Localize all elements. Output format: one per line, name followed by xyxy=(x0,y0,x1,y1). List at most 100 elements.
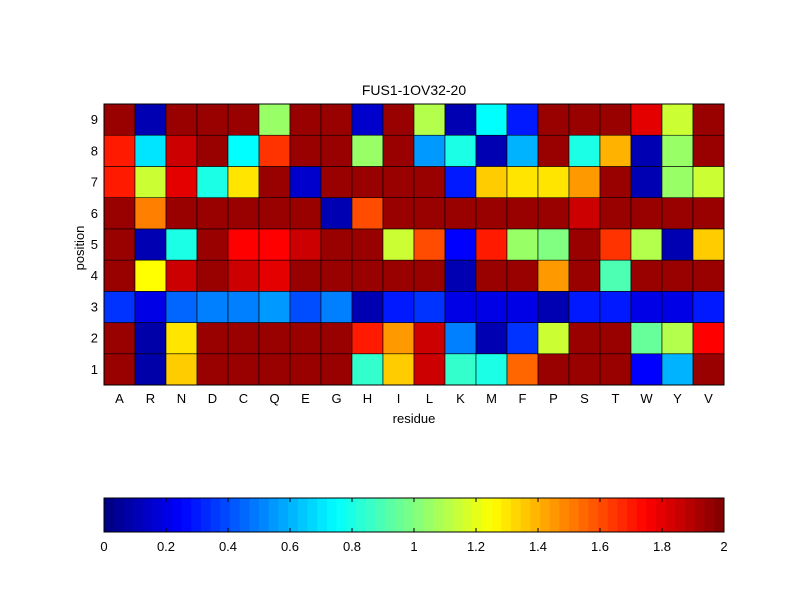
heatmap-cell xyxy=(630,322,663,355)
colorbar-segment xyxy=(569,498,580,532)
colorbar-segment xyxy=(307,498,318,532)
heatmap-cell xyxy=(103,197,136,230)
heatmap-cell xyxy=(661,103,694,136)
heatmap-cell xyxy=(444,134,477,167)
heatmap-cell xyxy=(165,103,198,136)
heatmap-cell xyxy=(661,353,694,386)
colorbar-segment xyxy=(578,498,589,532)
colorbar-segment xyxy=(481,498,492,532)
heatmap-cell xyxy=(227,353,260,386)
x-tick-label: F xyxy=(519,391,527,406)
colorbar-segment xyxy=(375,498,386,532)
colorbar-segment xyxy=(297,498,308,532)
heatmap-cell xyxy=(568,103,601,136)
heatmap-cell xyxy=(413,103,446,136)
heatmap-cell xyxy=(692,259,725,292)
heatmap-cell xyxy=(165,259,198,292)
heatmap-cell xyxy=(351,259,384,292)
heatmap-cell xyxy=(196,166,229,198)
heatmap-cell xyxy=(413,166,446,198)
heatmap-cell xyxy=(506,322,539,355)
heatmap-cell xyxy=(568,291,601,323)
heatmap-cell xyxy=(227,134,260,167)
heatmap-cell xyxy=(258,134,291,167)
heatmap-cell xyxy=(506,228,539,261)
heatmap-cell xyxy=(444,103,477,136)
colorbar-segment xyxy=(181,498,192,532)
colorbar-segment xyxy=(365,498,376,532)
heatmap-cell xyxy=(196,322,229,355)
heatmap-cell xyxy=(475,353,508,386)
heatmap-cell xyxy=(444,228,477,261)
heatmap-cell xyxy=(258,197,291,230)
colorbar-segment xyxy=(530,498,541,532)
colorbar-segment xyxy=(607,498,618,532)
y-axis-label: position xyxy=(72,226,87,271)
heatmap-cell xyxy=(320,134,353,167)
heatmap-cell xyxy=(351,166,384,198)
y-tick-label: 7 xyxy=(91,175,98,190)
heatmap-cell xyxy=(599,134,632,167)
heatmap-cell xyxy=(661,228,694,261)
heatmap-cell xyxy=(568,228,601,261)
heatmap-cell xyxy=(444,259,477,292)
heatmap-cell xyxy=(661,197,694,230)
heatmap-cell xyxy=(289,103,322,136)
heatmap-cell xyxy=(630,103,663,136)
heatmap-cell xyxy=(506,291,539,323)
colorbar-tick-label: 1 xyxy=(410,539,417,554)
heatmap-cell xyxy=(506,103,539,136)
heatmap-cell xyxy=(661,259,694,292)
heatmap-cell xyxy=(599,228,632,261)
heatmap-cell xyxy=(289,291,322,323)
colorbar-segment xyxy=(598,498,609,532)
heatmap-cell xyxy=(382,134,415,167)
colorbar-tick-label: 0.6 xyxy=(281,539,299,554)
heatmap-cell xyxy=(258,322,291,355)
heatmap-cell xyxy=(165,291,198,323)
heatmap-cell xyxy=(134,103,167,136)
x-tick-label: H xyxy=(363,391,372,406)
heatmap-cell xyxy=(692,353,725,386)
heatmap-cell xyxy=(382,166,415,198)
y-tick-label: 8 xyxy=(91,143,98,158)
heatmap-cell xyxy=(134,353,167,386)
heatmap-cell xyxy=(103,166,136,198)
heatmap-cell xyxy=(227,197,260,230)
colorbar-segment xyxy=(588,498,599,532)
colorbar-segment xyxy=(200,498,211,532)
heatmap-cell xyxy=(134,134,167,167)
heatmap-cell xyxy=(413,353,446,386)
heatmap-cell xyxy=(227,228,260,261)
heatmap-cell xyxy=(103,134,136,167)
colorbar-tick-label: 1.2 xyxy=(467,539,485,554)
heatmap-cell xyxy=(103,322,136,355)
heatmap-cell xyxy=(444,322,477,355)
heatmap-cell xyxy=(320,166,353,198)
colorbar-segment xyxy=(278,498,289,532)
colorbar-segment xyxy=(636,498,647,532)
heatmap-cell xyxy=(165,322,198,355)
colorbar-tick-label: 0 xyxy=(100,539,107,554)
heatmap-cell xyxy=(568,259,601,292)
heatmap-cell xyxy=(382,259,415,292)
heatmap-cell xyxy=(382,353,415,386)
heatmap-cell xyxy=(289,228,322,261)
colorbar-segment xyxy=(404,498,415,532)
y-tick-label: 9 xyxy=(91,112,98,127)
heatmap-cell xyxy=(196,291,229,323)
heatmap-cell xyxy=(382,322,415,355)
heatmap-cell xyxy=(413,259,446,292)
heatmap-cell xyxy=(568,197,601,230)
heatmap-cell xyxy=(165,197,198,230)
colorbar-segment xyxy=(162,498,173,532)
heatmap-cell xyxy=(506,197,539,230)
heatmap-cell xyxy=(351,353,384,386)
y-axis-ticks: 1 2 3 4 5 6 7 8 9 xyxy=(91,112,98,377)
heatmap-cell xyxy=(227,166,260,198)
heatmap-cell xyxy=(351,228,384,261)
colorbar-segment xyxy=(152,498,163,532)
colorbar-segment xyxy=(317,498,328,532)
heatmap-cell xyxy=(227,259,260,292)
heatmap-cell xyxy=(351,322,384,355)
